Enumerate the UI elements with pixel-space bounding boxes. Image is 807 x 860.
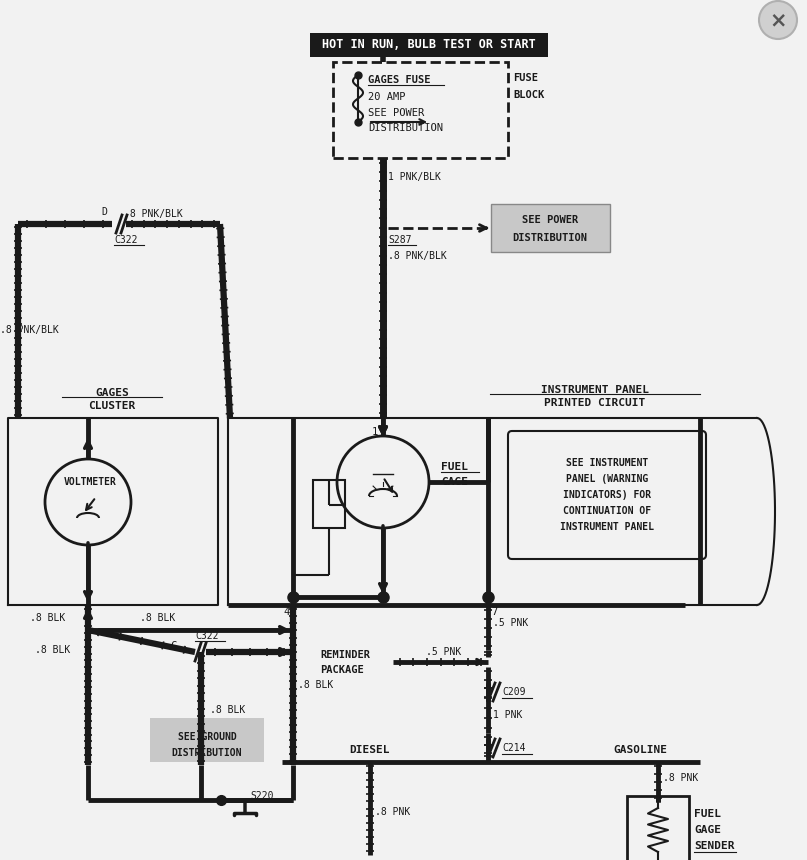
- Bar: [627, 796, 689, 860]
- Text: .8 PNK/BLK: .8 PNK/BLK: [388, 251, 447, 261]
- Text: PANEL (WARNING: PANEL (WARNING: [566, 474, 648, 484]
- Text: S220: S220: [250, 791, 274, 801]
- Text: .8 PNK/BLK: .8 PNK/BLK: [0, 325, 59, 335]
- Text: SENDER: SENDER: [694, 841, 734, 851]
- Circle shape: [759, 1, 797, 39]
- Text: C: C: [170, 641, 176, 651]
- Text: .8 BLK: .8 BLK: [210, 705, 245, 715]
- Text: 4: 4: [284, 607, 291, 617]
- Text: .8 BLK: .8 BLK: [140, 613, 175, 623]
- Text: HOT IN RUN, BULB TEST OR START: HOT IN RUN, BULB TEST OR START: [322, 39, 536, 52]
- Text: C322: C322: [195, 631, 219, 641]
- Text: INSTRUMENT PANEL: INSTRUMENT PANEL: [560, 522, 654, 532]
- Text: PRINTED CIRCUIT: PRINTED CIRCUIT: [545, 398, 646, 408]
- Text: PACKAGE: PACKAGE: [320, 665, 364, 675]
- Text: INDICATORS) FOR: INDICATORS) FOR: [563, 490, 651, 500]
- FancyBboxPatch shape: [150, 718, 264, 762]
- Text: FUEL: FUEL: [694, 809, 721, 819]
- Text: GAGES: GAGES: [95, 388, 129, 398]
- Text: 7: 7: [491, 607, 497, 617]
- Text: .8 PNK: .8 PNK: [663, 773, 698, 783]
- Text: C322: C322: [114, 235, 137, 245]
- Text: .8 PNK: .8 PNK: [375, 807, 410, 817]
- Bar: [313, 480, 345, 528]
- Text: 1 PNK/BLK: 1 PNK/BLK: [388, 172, 441, 182]
- Text: .8 BLK: .8 BLK: [35, 645, 70, 655]
- Text: SEE POWER: SEE POWER: [522, 215, 578, 225]
- Text: DIESEL: DIESEL: [349, 745, 391, 755]
- Text: .8 PNK/BLK: .8 PNK/BLK: [124, 209, 182, 219]
- Text: VOLTMETER: VOLTMETER: [64, 477, 116, 487]
- Text: BLOCK: BLOCK: [513, 90, 544, 100]
- Text: SEE GROUND: SEE GROUND: [178, 732, 236, 742]
- Text: 1 PNK: 1 PNK: [493, 710, 522, 720]
- Text: FUEL: FUEL: [441, 462, 468, 472]
- Text: .8 BLK: .8 BLK: [298, 680, 333, 690]
- Text: .5 PNK: .5 PNK: [426, 647, 462, 657]
- Text: GAGE: GAGE: [441, 477, 468, 487]
- Text: D: D: [101, 207, 107, 217]
- Text: C214: C214: [502, 743, 525, 753]
- Text: DISTRIBUTION: DISTRIBUTION: [172, 748, 242, 758]
- Text: GAGE: GAGE: [694, 825, 721, 835]
- Text: REMINDER: REMINDER: [320, 650, 370, 660]
- Text: GASOLINE: GASOLINE: [613, 745, 667, 755]
- Text: .8 BLK: .8 BLK: [30, 613, 65, 623]
- Text: C209: C209: [502, 687, 525, 697]
- Text: DISTRIBUTION: DISTRIBUTION: [512, 233, 587, 243]
- FancyBboxPatch shape: [310, 33, 548, 57]
- FancyBboxPatch shape: [491, 204, 610, 252]
- Text: ×: ×: [769, 10, 787, 30]
- Text: DISTRIBUTION: DISTRIBUTION: [368, 123, 443, 133]
- Text: .5 PNK: .5 PNK: [493, 618, 529, 628]
- Text: CONTINUATION OF: CONTINUATION OF: [563, 506, 651, 516]
- Text: INSTRUMENT PANEL: INSTRUMENT PANEL: [541, 385, 649, 395]
- Text: GAGES FUSE: GAGES FUSE: [368, 75, 430, 85]
- Text: S287: S287: [388, 235, 412, 245]
- Text: SEE INSTRUMENT: SEE INSTRUMENT: [566, 458, 648, 468]
- Text: 1: 1: [372, 427, 378, 437]
- Text: CLUSTER: CLUSTER: [89, 401, 136, 411]
- Text: FUSE: FUSE: [513, 73, 538, 83]
- Text: SEE POWER: SEE POWER: [368, 108, 424, 118]
- Text: 20 AMP: 20 AMP: [368, 92, 405, 102]
